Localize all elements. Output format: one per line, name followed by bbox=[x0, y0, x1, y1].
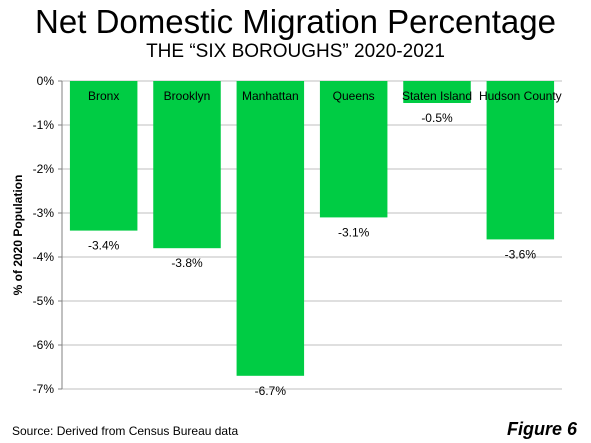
chart-subtitle: THE “SIX BOROUGHS” 2020-2021 bbox=[146, 41, 445, 62]
category-label: Hudson County bbox=[479, 89, 562, 103]
bar bbox=[236, 81, 305, 376]
y-axis: 0% -1% -2% -3% -4% -5% -6% -7% % of 2020 Populat… bbox=[11, 74, 63, 396]
y-tick-label: -7% bbox=[33, 382, 55, 396]
data-label: -0.5% bbox=[421, 111, 453, 125]
bar bbox=[153, 81, 221, 249]
source-note: Source: Derived from Census Bureau data bbox=[12, 424, 239, 438]
y-tick-label: 0% bbox=[37, 74, 55, 88]
bar bbox=[69, 81, 138, 231]
y-tick-label: -1% bbox=[33, 118, 55, 132]
bars bbox=[69, 81, 555, 376]
data-label: -3.8% bbox=[171, 256, 203, 270]
figure-label: Figure 6 bbox=[506, 419, 577, 439]
data-label: -3.4% bbox=[88, 239, 120, 253]
y-axis-title: % of 2020 Population bbox=[11, 175, 25, 296]
bar bbox=[403, 81, 471, 103]
data-label: -3.6% bbox=[505, 247, 537, 261]
bar bbox=[319, 81, 388, 218]
y-tick-label: -6% bbox=[33, 338, 55, 352]
labels: Bronx -3.4% Brooklyn -3.8% Manhattan -6.7% Que… bbox=[88, 89, 562, 398]
category-label: Queens bbox=[333, 89, 375, 103]
y-tick-label: -5% bbox=[33, 294, 55, 308]
category-label: Manhattan bbox=[242, 89, 299, 103]
data-label: -6.7% bbox=[255, 384, 287, 398]
category-label: Staten Island bbox=[402, 89, 472, 103]
gridlines bbox=[62, 80, 562, 390]
chart-title: Net Domestic Migration Percentage bbox=[35, 3, 556, 40]
category-label: Bronx bbox=[88, 89, 119, 103]
y-tick-label: -3% bbox=[33, 206, 55, 220]
y-tick-label: -4% bbox=[33, 250, 55, 264]
bar bbox=[486, 81, 555, 240]
data-label: -3.1% bbox=[338, 225, 370, 239]
y-tick-label: -2% bbox=[33, 162, 55, 176]
category-label: Brooklyn bbox=[164, 89, 211, 103]
